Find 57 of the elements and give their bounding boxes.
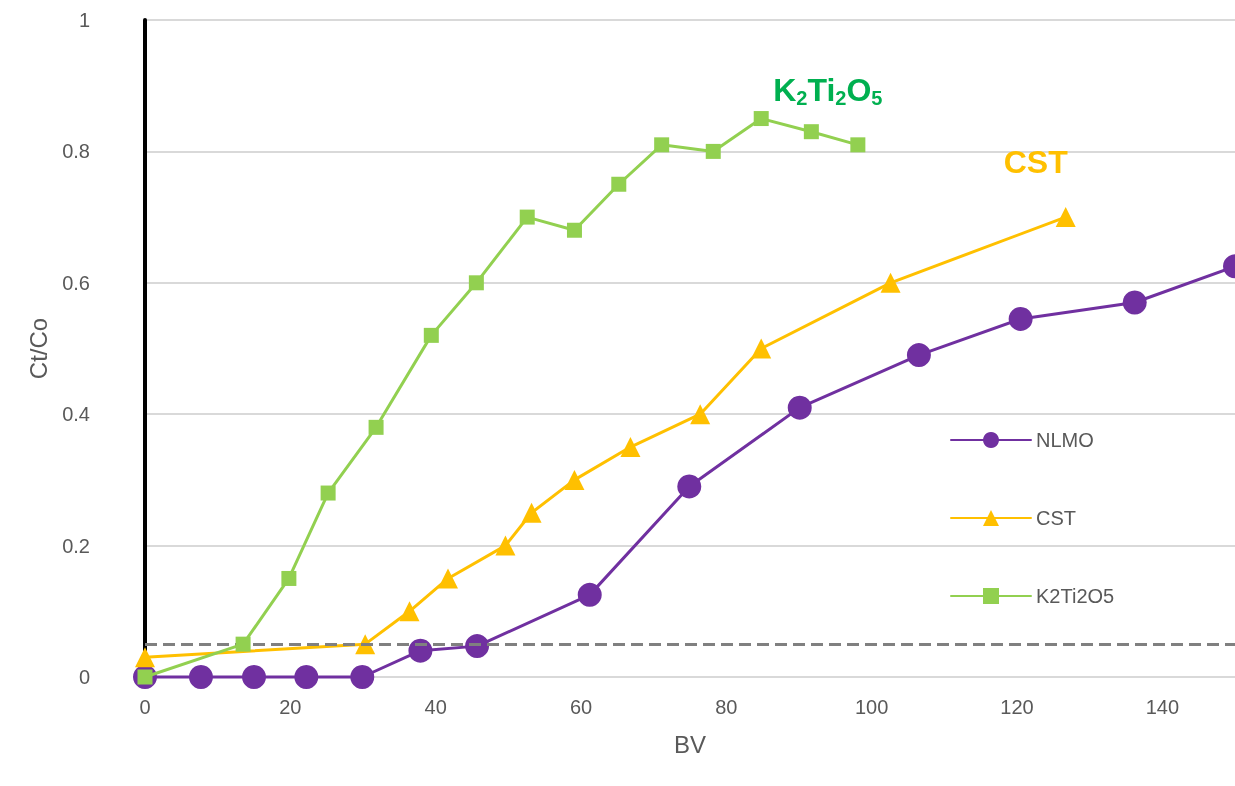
point: [242, 665, 266, 689]
x-tick-label: 120: [1000, 696, 1034, 718]
point: [495, 535, 516, 556]
point: [350, 665, 375, 689]
point: [690, 404, 711, 425]
x-tick-label: 0: [139, 696, 151, 718]
y-tick-label: 0.6: [62, 271, 90, 294]
point: [408, 638, 433, 663]
y-tick-label: 0.4: [62, 403, 90, 426]
point: [368, 419, 384, 435]
point: [787, 395, 812, 420]
point: [521, 502, 542, 523]
point: [281, 570, 297, 586]
point: [564, 469, 585, 490]
point: [611, 176, 627, 192]
point: [753, 111, 769, 127]
point: [1122, 290, 1147, 315]
x-tick-label: 20: [279, 696, 302, 718]
point: [751, 338, 772, 359]
y-tick-label: 0.8: [62, 140, 90, 163]
point: [880, 272, 901, 293]
point: [320, 485, 336, 501]
point: [566, 222, 582, 238]
x-tick-label: 140: [1145, 696, 1180, 718]
point: [438, 568, 459, 589]
point: [188, 665, 213, 689]
x-tick-label: 100: [854, 696, 889, 718]
point: [654, 137, 670, 153]
x-tick-label: 60: [569, 696, 593, 718]
x-tick-label: 40: [424, 696, 447, 718]
y-tick-label: 0.2: [62, 534, 90, 557]
point: [620, 437, 641, 458]
y-axis-title: Ct/Co: [24, 317, 52, 380]
point: [294, 665, 319, 689]
x-tick-label: 80: [715, 696, 738, 718]
annotation: CST: [1003, 144, 1069, 181]
y-tick-label: 1: [78, 9, 90, 31]
point: [1008, 306, 1033, 331]
point: [803, 124, 819, 140]
point: [235, 636, 251, 652]
point: [465, 634, 490, 659]
point: [705, 143, 721, 159]
point: [1055, 207, 1076, 228]
point: [423, 327, 439, 343]
point: [577, 582, 602, 607]
y-tick-label: 0: [78, 666, 90, 688]
point: [399, 601, 420, 622]
point: [677, 474, 702, 499]
point: [468, 275, 484, 291]
legend-label: K2Ti2O5: [1036, 585, 1115, 607]
x-axis-title: BV: [673, 730, 707, 758]
point: [850, 137, 866, 153]
legend-label: NLMO: [1036, 429, 1094, 451]
legend-label: CST: [1036, 507, 1076, 529]
point: [135, 647, 155, 668]
point: [519, 209, 535, 225]
point: [906, 343, 931, 368]
